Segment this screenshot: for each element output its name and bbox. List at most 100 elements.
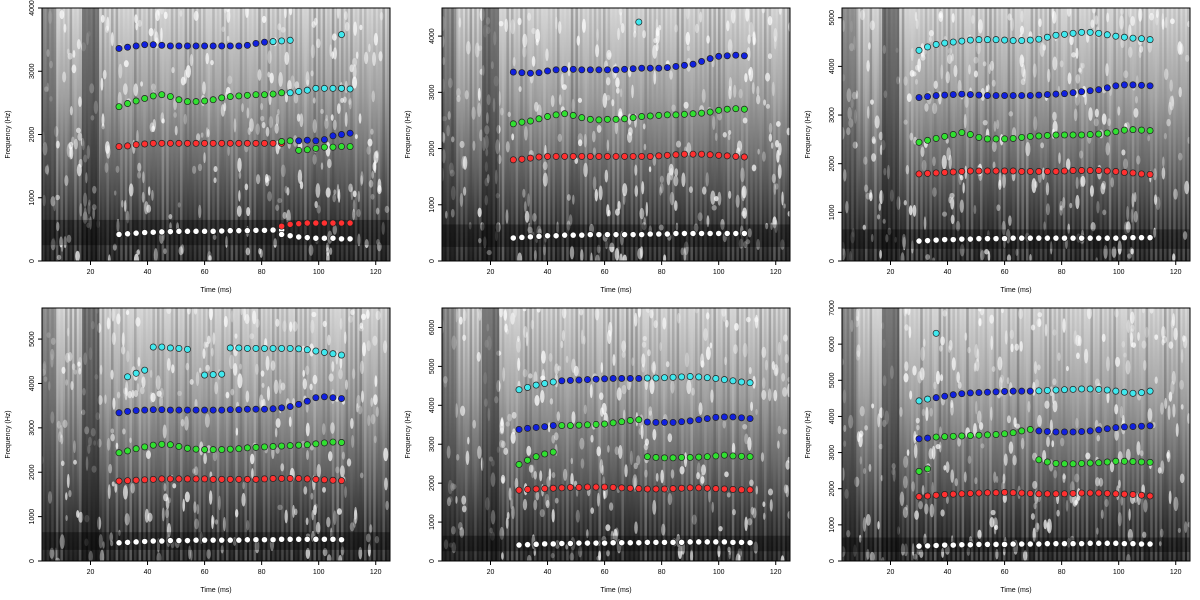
formant-point [278,138,286,145]
formant-point [338,477,345,485]
formant-point [686,417,694,425]
formant-point [149,343,157,351]
x-tick-label: 100 [713,269,725,276]
formant-point [681,230,688,237]
formant-point [526,233,534,241]
formant-point [346,85,354,93]
formant-point [141,41,149,49]
formant-point [509,234,517,242]
x-axis-label: Time (ms) [1000,287,1031,294]
formant-point [338,536,345,544]
formant-point [618,418,626,426]
formant-point [218,406,226,414]
formant-point [681,150,688,158]
formant-point [235,475,243,483]
formant-point [201,475,209,483]
formant-point [681,110,688,118]
formant-point [1018,387,1026,395]
formant-point [269,474,277,482]
formant-point [532,485,540,493]
x-tick-label: 20 [487,269,495,276]
formant-point [141,476,149,484]
formant-point [166,475,174,483]
formant-point [278,474,286,482]
formant-point [706,151,714,159]
x-tick-label: 100 [1113,269,1125,276]
formant-point [1043,132,1051,139]
formant-point [1120,234,1128,242]
formant-point [158,228,166,236]
formant-point [603,66,611,74]
formant-point [286,89,294,97]
formant-point [621,231,629,239]
formant-point [1035,427,1043,435]
formant-point [252,475,260,483]
x-tick-label: 20 [87,269,95,276]
formant-point [184,98,191,106]
formant-point [661,374,668,382]
formant-point [320,348,328,356]
formant-point [303,475,311,483]
formant-point [1009,92,1017,100]
formant-point [958,235,966,243]
formant-point [663,230,671,238]
formant-point [141,140,149,148]
y-axis-label: Frequency (Hz) [805,410,812,458]
formant-point [286,474,294,482]
formant-point [141,406,149,414]
x-axis-label: Time (ms) [600,287,631,294]
formant-point [286,36,294,44]
formant-point [992,489,1000,497]
formant-point [166,406,174,414]
formant-point [661,418,668,426]
formant-point [1086,385,1094,393]
formant-point [1035,540,1043,548]
formant-point [338,131,345,138]
formant-point [235,227,243,235]
formant-point [1052,234,1060,242]
formant-point [1069,131,1077,139]
formant-point [949,541,957,549]
formant-point [286,403,294,410]
formant-point [124,43,132,51]
formant-point [958,129,966,137]
formant-point [1069,489,1077,497]
formant-point [1069,385,1077,393]
formant-point [924,93,932,101]
formant-point [698,230,706,237]
formant-point [1069,460,1077,468]
formant-point [932,394,940,402]
formant-point [549,540,557,548]
formant-point [261,139,268,147]
formant-point [941,236,949,244]
formant-point [1086,28,1094,36]
formant-point [269,405,277,413]
formant-point [958,541,966,549]
formant-point [1043,33,1051,41]
formant-point [1086,87,1094,95]
formant-point [226,406,234,414]
formant-point [515,486,523,494]
formant-point [141,538,149,545]
formant-point [652,418,660,426]
y-tick-label: 0 [429,259,436,263]
formant-point [924,542,932,550]
formant-point [612,66,620,74]
formant-point [669,373,677,381]
formant-point [1129,389,1137,397]
formant-point [966,131,974,138]
y-tick-label: 4000 [429,397,436,413]
formant-point [723,52,731,60]
x-tick-label: 120 [770,269,782,276]
x-axis-label: Time (ms) [200,587,231,594]
formant-point [295,88,303,95]
formant-point [603,152,611,160]
formant-point [949,168,957,176]
formant-point [1112,234,1120,242]
formant-point [561,152,569,160]
y-tick-label: 6000 [429,320,436,336]
formant-point [723,230,731,237]
formant-point [329,476,337,484]
y-tick-label: 5000 [829,10,836,26]
formant-point [661,538,668,546]
